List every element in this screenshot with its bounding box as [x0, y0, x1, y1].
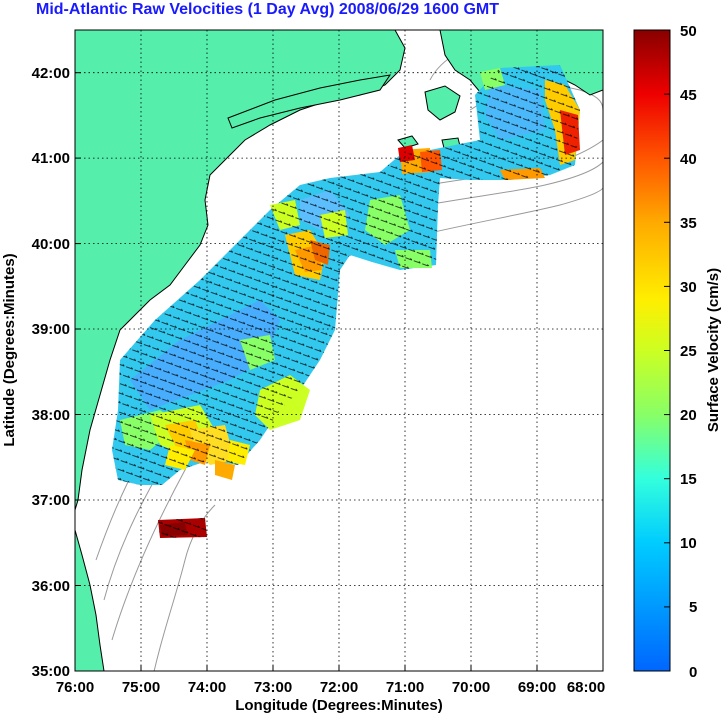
colorbar-tick-label: 25	[680, 343, 697, 360]
colorbar-label: Surface Velocity (cm/s)	[705, 268, 722, 432]
colorbar-tick-label: 0	[689, 664, 697, 681]
x-tick-label: 74:00	[188, 679, 226, 696]
x-tick-label: 76:00	[56, 679, 94, 696]
y-tick-label: 39:00	[32, 321, 70, 338]
x-tick-label: 70:00	[452, 679, 490, 696]
velocity-field	[112, 65, 580, 538]
colorbar-tick-label: 35	[680, 215, 697, 232]
y-tick-label: 41:00	[32, 150, 70, 167]
y-tick-label: 36:00	[32, 578, 70, 595]
colorbar-tick-label: 40	[680, 151, 697, 168]
y-tick-label: 37:00	[32, 492, 70, 509]
colorbar-tick-label: 50	[680, 23, 697, 40]
map-title: Mid-Atlantic Raw Velocities (1 Day Avg) …	[36, 1, 499, 18]
x-tick-label: 69:00	[518, 679, 556, 696]
tick-marks	[74, 72, 604, 672]
x-tick-label: 68:00	[567, 679, 605, 696]
x-tick-label: 73:00	[254, 679, 292, 696]
colorbar-tick-label: 15	[680, 471, 697, 488]
colorbar-ticks	[664, 29, 670, 608]
land	[75, 30, 603, 671]
x-axis-label: Longitude (Degrees:Minutes)	[235, 697, 443, 714]
colorbar-tick-label: 45	[680, 87, 697, 104]
y-tick-label: 38:00	[32, 407, 70, 424]
x-tick-label: 75:00	[122, 679, 160, 696]
y-tick-label: 42:00	[32, 65, 70, 82]
colorbar-tick-label: 10	[680, 535, 697, 552]
colorbar-tick-label: 30	[680, 279, 697, 296]
colorbar-tick-label: 5	[689, 599, 697, 616]
x-tick-label: 72:00	[320, 679, 358, 696]
y-axis-label: Latitude (Degrees:Minutes)	[1, 253, 18, 446]
colorbar-tick-label: 20	[680, 407, 697, 424]
y-tick-label: 40:00	[32, 236, 70, 253]
y-tick-label: 35:00	[32, 663, 70, 680]
x-tick-label: 71:00	[386, 679, 424, 696]
grid-lines	[75, 30, 603, 671]
